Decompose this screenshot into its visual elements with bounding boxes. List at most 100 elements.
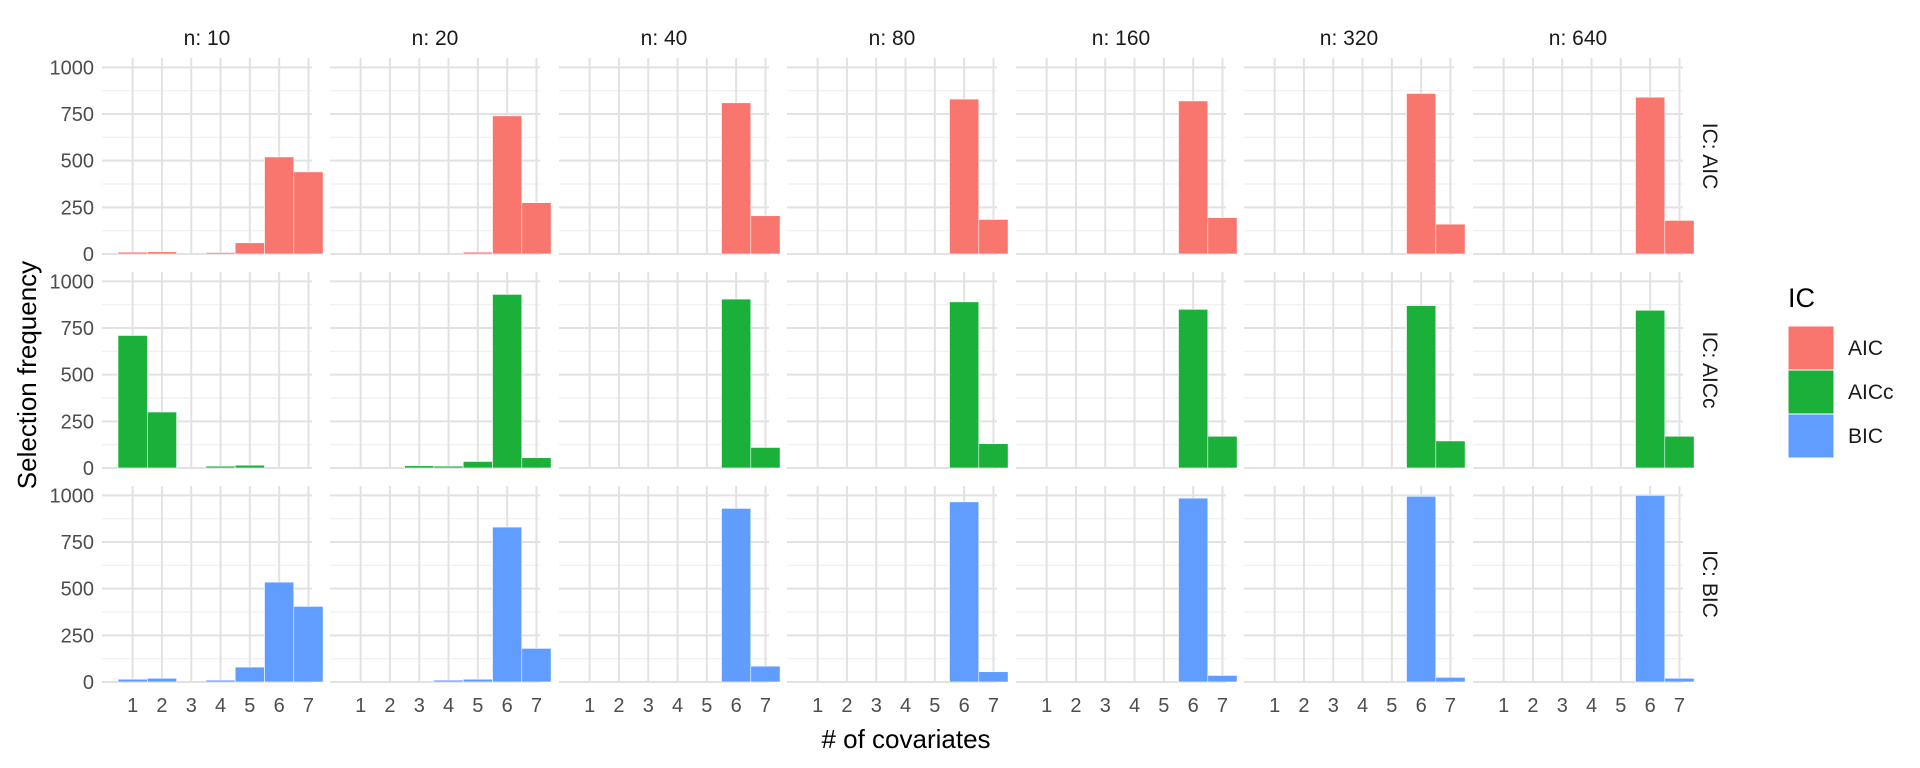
- x-tick-label: 3: [1328, 695, 1339, 717]
- bar-ic-aic-n-640-x6: [1635, 96, 1666, 255]
- bar-ic-bic-n-320-x7: [1435, 677, 1466, 683]
- panel-ic-aicc-n-40: [559, 272, 781, 469]
- panel-ic-aic-n-20: n: 20: [330, 27, 552, 255]
- y-axis-title: Selection frequency: [12, 261, 42, 489]
- legend-key-aicc: [1787, 369, 1835, 415]
- y-tick-label: 750: [61, 104, 94, 126]
- x-tick-label: 7: [1674, 695, 1685, 717]
- x-tick-label: 1: [355, 695, 366, 717]
- x-tick-label: 4: [443, 695, 454, 717]
- bar-ic-aicc-n-10-x4: [205, 465, 236, 469]
- y-tick-label: 250: [61, 411, 94, 433]
- x-tick-label: 5: [1615, 695, 1626, 717]
- bar-ic-aicc-n-160-x7: [1207, 435, 1238, 469]
- x-tick-label: 7: [760, 695, 771, 717]
- bar-ic-bic-n-160-x6: [1178, 497, 1209, 683]
- x-tick-label: 6: [731, 695, 742, 717]
- legend-title: IC: [1788, 283, 1815, 313]
- x-tick-label: 5: [472, 695, 483, 717]
- legend-label-aicc: AICc: [1848, 381, 1894, 404]
- panel-ic-aicc-n-10: 0 250 500 750 1000: [50, 271, 312, 480]
- column-strip-label: n: 20: [412, 27, 459, 50]
- panel-ic-aic-n-40: n: 40: [559, 27, 781, 255]
- x-tick-label: 1: [1498, 695, 1509, 717]
- panel-ic-aic-n-80: n: 80: [787, 27, 1009, 255]
- bar-ic-bic-n-10-x5: [234, 666, 265, 683]
- panel-ic-aic-n-320: n: 320: [1244, 27, 1466, 255]
- bar-ic-aic-n-10-x2: [147, 251, 177, 255]
- x-tick-label: 3: [414, 695, 425, 717]
- panel-ic-aicc-n-160: [1016, 272, 1238, 469]
- x-tick-label: 4: [900, 695, 911, 717]
- x-tick-label: 7: [303, 695, 314, 717]
- x-tick-label: 1: [1041, 695, 1052, 717]
- bar-ic-aic-n-20-x5: [462, 251, 493, 255]
- x-tick-label: 2: [1527, 695, 1538, 717]
- y-tick-label: 0: [83, 672, 94, 694]
- row-strip-label: IC: AIC: [1698, 123, 1721, 190]
- y-tick-label: 0: [83, 458, 94, 480]
- bar-ic-bic-n-160-x7: [1207, 675, 1238, 683]
- x-axis-title: # of covariates: [821, 724, 990, 754]
- legend-key-aic: [1787, 325, 1835, 371]
- bar-ic-aicc-n-20-x4: [433, 465, 464, 469]
- x-tick-label: 5: [244, 695, 255, 717]
- bar-ic-aicc-n-10-x2: [147, 411, 177, 469]
- y-tick-label: 500: [61, 365, 94, 387]
- y-tick-label: 750: [61, 318, 94, 340]
- y-tick-label: 1000: [50, 271, 95, 293]
- x-tick-label: 4: [672, 695, 683, 717]
- legend: IC AIC AICc BIC: [1787, 283, 1894, 459]
- bar-ic-aicc-n-20-x3: [404, 465, 435, 469]
- x-tick-label: 6: [1416, 695, 1427, 717]
- panel-ic-aicc-n-80: [787, 272, 1009, 469]
- x-tick-label: 5: [1158, 695, 1169, 717]
- y-tick-label: 1000: [50, 57, 95, 79]
- x-tick-label: 6: [274, 695, 285, 717]
- x-tick-label: 6: [1645, 695, 1656, 717]
- column-strip-label: n: 320: [1320, 27, 1378, 50]
- panel-ic-aic-n-10: 0 250 500 750 1000 n: 10: [50, 27, 324, 266]
- bar-ic-aic-n-80-x7: [978, 219, 1009, 255]
- bar-ic-bic-n-10-x7: [293, 606, 324, 683]
- bar-ic-aicc-n-320-x7: [1435, 440, 1466, 469]
- x-tick-label: 5: [929, 695, 940, 717]
- panel-ic-aic-n-160: n: 160: [1016, 27, 1238, 255]
- bar-ic-bic-n-80-x6: [949, 501, 980, 683]
- bar-ic-aicc-n-80-x6: [949, 301, 980, 469]
- x-tick-label: 1: [584, 695, 595, 717]
- bar-ic-aic-n-10-x5: [234, 242, 265, 255]
- legend-label-aic: AIC: [1848, 337, 1883, 360]
- x-tick-label: 1: [812, 695, 823, 717]
- legend-label-bic: BIC: [1848, 425, 1883, 448]
- x-tick-label: 3: [1100, 695, 1111, 717]
- legend-key-bic: [1787, 413, 1835, 459]
- x-tick-label: 7: [1217, 695, 1228, 717]
- x-tick-label: 3: [186, 695, 197, 717]
- bar-ic-aicc-n-10-x5: [234, 464, 265, 469]
- bar-ic-aicc-n-80-x7: [978, 443, 1009, 469]
- bar-ic-bic-n-20-x6: [492, 526, 523, 683]
- bar-ic-aic-n-160-x7: [1207, 217, 1238, 255]
- panel-ic-aic-n-640: n: 640: [1473, 27, 1695, 255]
- y-tick-label: 250: [61, 197, 94, 219]
- bar-ic-aicc-n-20-x7: [521, 457, 552, 469]
- y-tick-label: 250: [61, 625, 94, 647]
- panel-ic-aicc-n-640: [1473, 272, 1695, 469]
- bar-ic-aic-n-10-x1: [117, 251, 148, 255]
- column-strip-label: n: 640: [1549, 27, 1607, 50]
- x-tick-label: 4: [1586, 695, 1597, 717]
- bar-ic-bic-n-20-x4: [433, 679, 464, 683]
- bar-ic-aicc-n-160-x6: [1178, 309, 1209, 469]
- bar-ic-aic-n-20-x7: [521, 202, 552, 255]
- x-tick-label: 2: [613, 695, 624, 717]
- x-tick-label: 7: [1445, 695, 1456, 717]
- bar-ic-aic-n-20-x6: [492, 115, 523, 255]
- panel-ic-bic-n-10: 0 250 500 750 1000 1 2 3 4 5 6 7: [50, 485, 324, 717]
